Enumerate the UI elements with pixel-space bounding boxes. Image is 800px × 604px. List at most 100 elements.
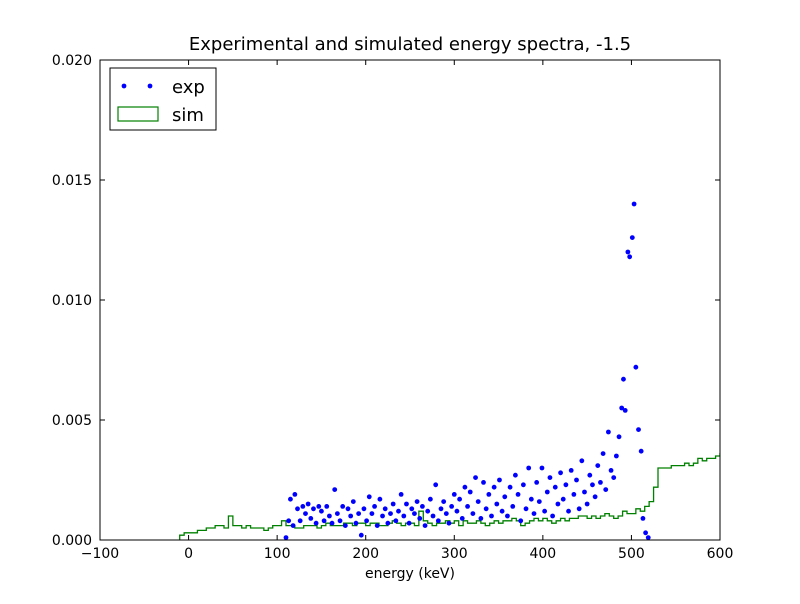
data-point — [457, 496, 462, 502]
data-point — [558, 470, 563, 476]
data-point — [295, 506, 300, 512]
y-tick-label: 0.000 — [52, 533, 92, 549]
data-point — [534, 480, 540, 485]
data-point — [547, 475, 553, 480]
x-tick-label: −100 — [81, 546, 119, 562]
axes-layer: −100 0 100 200 300 400 500 600 0.000 0.005 0.010 0.… — [52, 53, 733, 562]
data-point — [619, 405, 625, 411]
data-point — [636, 427, 641, 432]
data-point — [536, 499, 542, 504]
data-point — [353, 520, 359, 526]
data-point — [473, 475, 478, 480]
data-point — [319, 508, 324, 514]
legend-patch-sim — [117, 106, 159, 122]
data-point — [422, 523, 428, 528]
data-point — [348, 513, 354, 519]
x-tick-label: 300 — [441, 546, 468, 562]
data-point — [606, 429, 611, 435]
data-point — [388, 511, 393, 516]
data-point — [324, 504, 330, 509]
data-point — [592, 494, 598, 500]
data-point — [350, 499, 356, 504]
y-tick-label: 0.005 — [52, 413, 92, 429]
data-point — [520, 482, 526, 488]
y-tick-label: 0.010 — [52, 293, 92, 309]
data-point — [560, 496, 566, 502]
legend-marker-exp — [121, 83, 127, 89]
data-point — [555, 501, 561, 507]
data-point — [369, 511, 375, 516]
data-point — [584, 501, 590, 507]
data-point — [435, 518, 441, 524]
data-point — [579, 458, 585, 464]
data-point — [611, 475, 617, 480]
data-point — [613, 453, 619, 459]
data-point — [544, 489, 550, 495]
legend-label-sim: sim — [172, 105, 204, 126]
data-point — [638, 448, 644, 454]
data-point — [489, 513, 494, 519]
data-point — [372, 504, 377, 509]
x-tick-label: 400 — [529, 546, 556, 562]
data-point — [497, 477, 502, 483]
data-point — [459, 516, 465, 521]
data-point — [600, 451, 606, 456]
data-point — [598, 480, 603, 485]
data-point — [513, 472, 518, 478]
data-point — [297, 518, 303, 524]
data-point — [380, 513, 385, 519]
data-point — [523, 506, 529, 512]
series-exp-points — [283, 201, 651, 540]
data-point — [358, 532, 364, 538]
data-point — [340, 504, 346, 509]
data-point — [563, 482, 569, 488]
data-point — [574, 477, 579, 483]
data-point — [446, 520, 452, 526]
data-point — [486, 492, 492, 497]
data-point — [334, 511, 340, 516]
data-point — [491, 484, 497, 490]
data-point — [643, 530, 648, 536]
data-point — [483, 506, 489, 512]
data-point — [587, 472, 593, 478]
x-tick-label: 200 — [352, 546, 379, 562]
data-point — [292, 492, 298, 497]
data-point — [364, 518, 369, 524]
x-tick-label: 500 — [618, 546, 645, 562]
data-point — [382, 506, 388, 512]
data-point — [393, 518, 399, 524]
x-tick-label: 100 — [264, 546, 291, 562]
data-point — [406, 520, 412, 526]
data-point — [481, 480, 486, 485]
data-point — [510, 504, 516, 509]
data-point — [401, 513, 407, 519]
data-point — [629, 235, 635, 241]
data-point — [385, 520, 391, 526]
data-point — [499, 508, 505, 514]
data-point — [286, 518, 292, 524]
data-point — [377, 496, 383, 502]
data-point — [321, 518, 327, 524]
data-point — [462, 484, 468, 490]
data-point — [303, 511, 308, 516]
data-point — [539, 465, 545, 471]
data-point — [454, 508, 460, 514]
data-point — [550, 513, 555, 519]
data-point — [316, 504, 322, 509]
data-point — [345, 506, 351, 512]
data-point — [552, 484, 558, 490]
legend-box — [109, 67, 217, 131]
data-point — [449, 504, 455, 509]
data-point — [332, 487, 338, 492]
x-tick-label: 600 — [707, 546, 734, 562]
data-point — [631, 201, 637, 207]
data-point — [342, 523, 348, 528]
data-point — [475, 499, 481, 504]
data-point — [366, 494, 372, 500]
data-point — [327, 513, 332, 519]
data-point — [438, 506, 444, 512]
data-point — [505, 513, 510, 519]
data-point — [518, 518, 524, 524]
data-point — [396, 508, 401, 514]
x-axis-label: energy (keV) — [365, 566, 455, 582]
